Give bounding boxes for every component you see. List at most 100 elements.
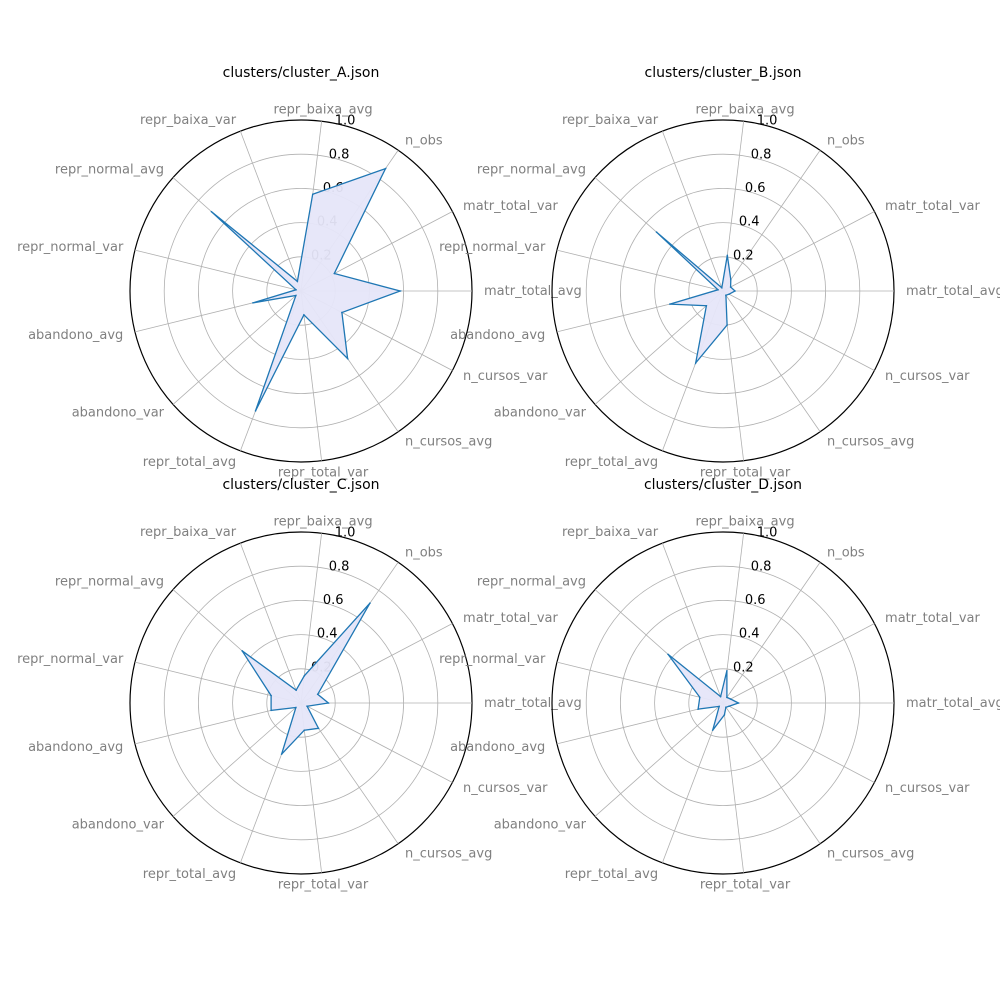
grid-spoke: [722, 702, 821, 844]
grid-spoke: [300, 702, 323, 873]
axis-label: repr_normal_var: [439, 652, 546, 667]
axis-label: repr_baixa_avg: [696, 514, 795, 529]
data-point-repr_baixa_avg: [726, 669, 728, 672]
data-point-matr_total_avg: [327, 702, 330, 704]
data-point-n_obs: [726, 696, 728, 699]
axis-label: abandono_var: [72, 817, 165, 832]
data-point-repr_normal_var: [717, 288, 719, 291]
data-point-abandono_avg: [697, 708, 699, 710]
axis-label: repr_total_avg: [143, 455, 236, 470]
data-point-abandono_var: [705, 304, 708, 307]
grid-spoke: [661, 542, 724, 704]
grid-spoke: [594, 290, 724, 405]
r-tick-label: 1.0: [757, 526, 778, 541]
data-point-matr_total_var: [333, 272, 336, 275]
r-tick-label: 0.6: [323, 593, 344, 608]
data-point-abandono_avg: [270, 709, 272, 712]
axis-label: n_cursos_var: [885, 369, 970, 384]
axis-label: repr_total_var: [700, 878, 791, 893]
grid-spoke: [556, 661, 724, 704]
data-point-repr_total_var: [723, 714, 726, 716]
data-point-repr_normal_var: [270, 694, 272, 697]
axis-label: n_cursos_avg: [827, 435, 914, 450]
axis-label: abandono_avg: [28, 740, 123, 755]
axis-label: repr_total_avg: [143, 867, 236, 882]
r-tick-label: 0.8: [329, 147, 350, 162]
axis-label: abandono_avg: [450, 328, 545, 343]
axis-label: repr_total_var: [278, 466, 369, 481]
data-series-polygon: [667, 653, 741, 731]
r-tick-label: 0.4: [739, 215, 760, 230]
data-point-abandono_avg: [252, 302, 254, 304]
axis-label: n_cursos_avg: [405, 847, 492, 862]
axis-label: n_cursos_var: [463, 369, 548, 384]
axis-label: matr_total_avg: [906, 284, 1000, 299]
r-tick-label: 1.0: [757, 114, 778, 129]
data-point-repr_total_avg: [280, 753, 283, 755]
data-point-repr_baixa_avg: [726, 254, 729, 257]
axis-label: n_cursos_avg: [405, 435, 492, 450]
data-point-abandono_var: [295, 294, 297, 297]
axis-label: n_cursos_var: [463, 781, 548, 796]
data-point-repr_total_avg: [711, 729, 714, 731]
panel-title: clusters/cluster_D.json: [644, 477, 802, 493]
data-point-repr_baixa_var: [719, 695, 722, 698]
data-point-repr_baixa_avg: [303, 675, 306, 677]
r-tick-label: 0.2: [733, 248, 754, 263]
grid-spoke: [722, 702, 745, 873]
axis-label: matr_total_var: [463, 611, 558, 626]
data-point-matr_total_avg: [399, 290, 401, 292]
grid-spoke: [722, 290, 821, 432]
axis-label: repr_normal_avg: [477, 163, 586, 178]
grid-spoke: [300, 702, 453, 783]
data-point-repr_total_var: [726, 324, 728, 326]
data-point-repr_normal_var: [698, 696, 701, 699]
grid-spoke: [722, 702, 875, 783]
axis-label: repr_normal_var: [439, 240, 546, 255]
data-point-n_cursos_avg: [346, 357, 349, 360]
r-tick-label: 0.6: [745, 181, 766, 196]
radar-panel-cluster-b: matr_total_avg matr_total_var n_obs repr_ba…: [439, 65, 1000, 481]
grid-spoke: [172, 702, 302, 817]
axis-label: abandono_var: [494, 817, 587, 832]
axis-label: repr_total_avg: [565, 867, 658, 882]
grid-spoke: [134, 249, 302, 292]
axis-label: repr_total_avg: [565, 455, 658, 470]
r-tick-label: 0.2: [733, 660, 754, 675]
data-point-repr_baixa_var: [720, 287, 723, 289]
data-point-abandono_avg: [669, 303, 671, 305]
data-point-repr_normal_avg: [655, 231, 658, 233]
axis-label: n_obs: [827, 133, 865, 148]
data-point-n_cursos_avg: [317, 727, 320, 730]
data-point-repr_total_var: [303, 313, 305, 316]
axis-label: repr_normal_var: [17, 652, 124, 667]
axis-label: n_obs: [405, 545, 443, 560]
data-point-matr_total_var: [729, 286, 732, 288]
grid-spoke: [300, 290, 323, 461]
data-point-repr_normal_avg: [667, 653, 669, 656]
grid-spoke: [172, 290, 302, 405]
data-point-repr_baixa_avg: [311, 193, 314, 196]
axis-label: repr_total_var: [700, 466, 791, 481]
radar-panel-cluster-c: matr_total_avg matr_total_var n_obs repr_ba…: [17, 477, 582, 893]
data-point-matr_total_var: [316, 693, 319, 696]
axis-label: n_cursos_avg: [827, 847, 914, 862]
axis-label: repr_baixa_avg: [274, 514, 373, 529]
data-point-abandono_var: [718, 705, 720, 708]
data-point-repr_normal_avg: [241, 650, 243, 652]
r-tick-label: 0.4: [317, 627, 338, 642]
data-point-n_cursos_var: [306, 705, 308, 707]
grid-spoke: [556, 702, 724, 745]
axis-label: n_obs: [827, 545, 865, 560]
r-tick-label: 1.0: [335, 114, 356, 129]
data-point-n_obs: [384, 167, 387, 170]
axis-label: n_obs: [405, 133, 443, 148]
r-tick-label: 0.6: [745, 593, 766, 608]
axis-label: repr_normal_avg: [55, 163, 164, 178]
axis-label: repr_normal_avg: [477, 575, 586, 590]
axis-label: matr_total_var: [885, 199, 980, 214]
data-point-matr_total_avg: [734, 290, 736, 292]
radar-panel-cluster-a: matr_total_avg matr_total_var n_obs repr_ba…: [17, 65, 582, 481]
axis-label: repr_baixa_var: [140, 113, 237, 128]
grid-spoke: [722, 211, 875, 292]
